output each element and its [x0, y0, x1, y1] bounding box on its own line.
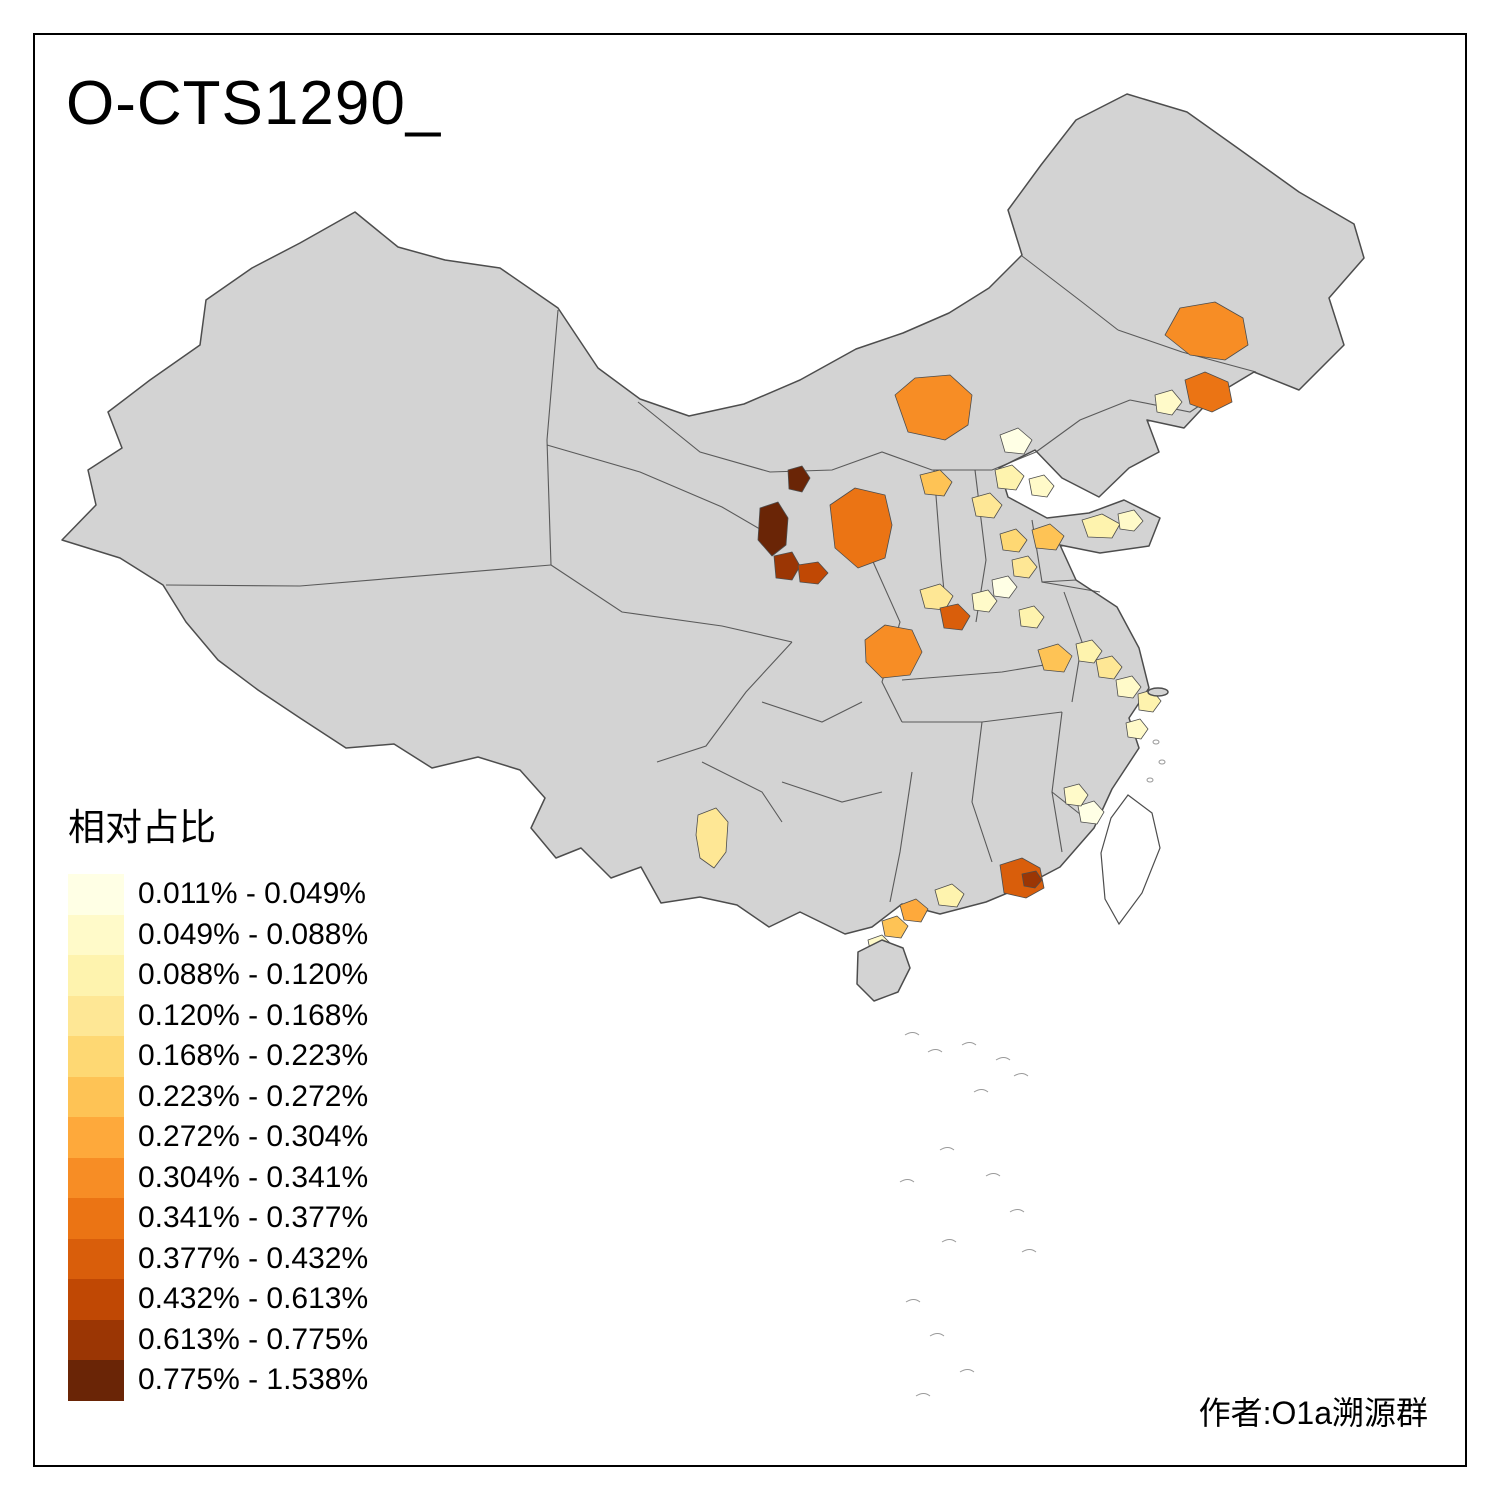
legend-label: 0.088% - 0.120%: [138, 958, 369, 992]
map-region: [894, 374, 973, 441]
legend-label: 0.613% - 0.775%: [138, 1322, 369, 1356]
map-region: [919, 583, 954, 611]
taiwan-island: [1100, 794, 1161, 926]
south-china-sea-islands: [899, 1032, 1037, 1397]
page-title: O-CTS1290_: [66, 69, 442, 138]
map-region: [999, 528, 1028, 553]
legend-swatch: [68, 1076, 124, 1117]
map-region: [1021, 870, 1043, 889]
map-region: [757, 501, 789, 557]
map-region: [1011, 555, 1038, 579]
legend-item: 0.432% - 0.613%: [68, 1279, 498, 1320]
map-region: [999, 427, 1033, 455]
legend-label: 0.120% - 0.168%: [138, 998, 369, 1032]
legend-item: 0.120% - 0.168%: [68, 995, 498, 1036]
legend-swatch: [68, 1319, 124, 1360]
legend-label: 0.775% - 1.538%: [138, 1363, 369, 1397]
map-region: [1037, 643, 1073, 673]
legend-item: 0.613% - 0.775%: [68, 1319, 498, 1360]
hainan-island: [856, 939, 911, 1002]
map-region: [939, 603, 971, 631]
map-region: [1117, 509, 1144, 532]
legend-item: 0.049% - 0.088%: [68, 914, 498, 955]
map-region: [1164, 301, 1249, 361]
province-borders: [165, 255, 1257, 903]
legend-swatch: [68, 914, 124, 955]
map-region: [1081, 513, 1121, 539]
legend-label: 0.432% - 0.613%: [138, 1282, 369, 1316]
legend: 相对占比 0.011% - 0.049% 0.049% - 0.088% 0.088…: [68, 806, 498, 1401]
legend-item: 0.775% - 1.538%: [68, 1360, 498, 1401]
map-region: [773, 551, 801, 581]
map-region: [1075, 639, 1103, 664]
legend-item: 0.011% - 0.049%: [68, 874, 498, 915]
map-region: [1154, 389, 1183, 416]
legend-item: 0.168% - 0.223%: [68, 1036, 498, 1077]
legend-swatch: [68, 1036, 124, 1077]
map-region: [899, 898, 929, 923]
legend-swatch: [68, 1360, 124, 1401]
author-credit: 作者:O1a溯源群: [1198, 1395, 1428, 1431]
map-region: [934, 883, 965, 908]
legend-label: 0.377% - 0.432%: [138, 1241, 369, 1275]
map-region: [1077, 800, 1105, 825]
map-region: [1028, 474, 1055, 498]
map-region: [1031, 523, 1065, 551]
map-region: [1125, 718, 1149, 740]
map-region: [1095, 655, 1123, 680]
legend-swatch: [68, 1279, 124, 1320]
choropleth-regions: [695, 301, 1249, 959]
legend-label: 0.341% - 0.377%: [138, 1201, 369, 1235]
legend-rows: 0.011% - 0.049% 0.049% - 0.088% 0.088% - 0…: [68, 874, 498, 1401]
map-region: [881, 915, 909, 939]
mainland-outline: [61, 93, 1365, 935]
legend-label: 0.272% - 0.304%: [138, 1120, 369, 1154]
map-region: [864, 624, 923, 679]
legend-label: 0.223% - 0.272%: [138, 1079, 369, 1113]
legend-label: 0.049% - 0.088%: [138, 917, 369, 951]
map-region: [991, 575, 1018, 599]
map-region: [971, 492, 1003, 519]
coastal-islands: [1146, 687, 1169, 783]
legend-swatch: [68, 1198, 124, 1239]
legend-swatch: [68, 874, 124, 915]
map-region: [1063, 783, 1089, 807]
legend-item: 0.272% - 0.304%: [68, 1117, 498, 1158]
legend-label: 0.168% - 0.223%: [138, 1039, 369, 1073]
legend-label: 0.304% - 0.341%: [138, 1160, 369, 1194]
map-region: [695, 807, 729, 869]
map-region: [1115, 675, 1142, 699]
legend-swatch: [68, 955, 124, 996]
legend-item: 0.377% - 0.432%: [68, 1238, 498, 1279]
legend-title: 相对占比: [68, 807, 216, 848]
legend-item: 0.223% - 0.272%: [68, 1076, 498, 1117]
legend-swatch: [68, 1157, 124, 1198]
legend-item: 0.341% - 0.377%: [68, 1198, 498, 1239]
map-region: [829, 487, 893, 569]
legend-item: 0.088% - 0.120%: [68, 955, 498, 996]
map-region: [919, 469, 953, 497]
map-region: [971, 589, 998, 613]
legend-swatch: [68, 995, 124, 1036]
map-region: [994, 464, 1025, 491]
map-region: [787, 465, 811, 493]
map-region: [797, 561, 829, 585]
legend-swatch: [68, 1117, 124, 1158]
legend-label: 0.011% - 0.049%: [138, 877, 366, 911]
legend-item: 0.304% - 0.341%: [68, 1157, 498, 1198]
map-region: [1184, 371, 1233, 413]
legend-swatch: [68, 1238, 124, 1279]
map-region: [1018, 605, 1045, 629]
